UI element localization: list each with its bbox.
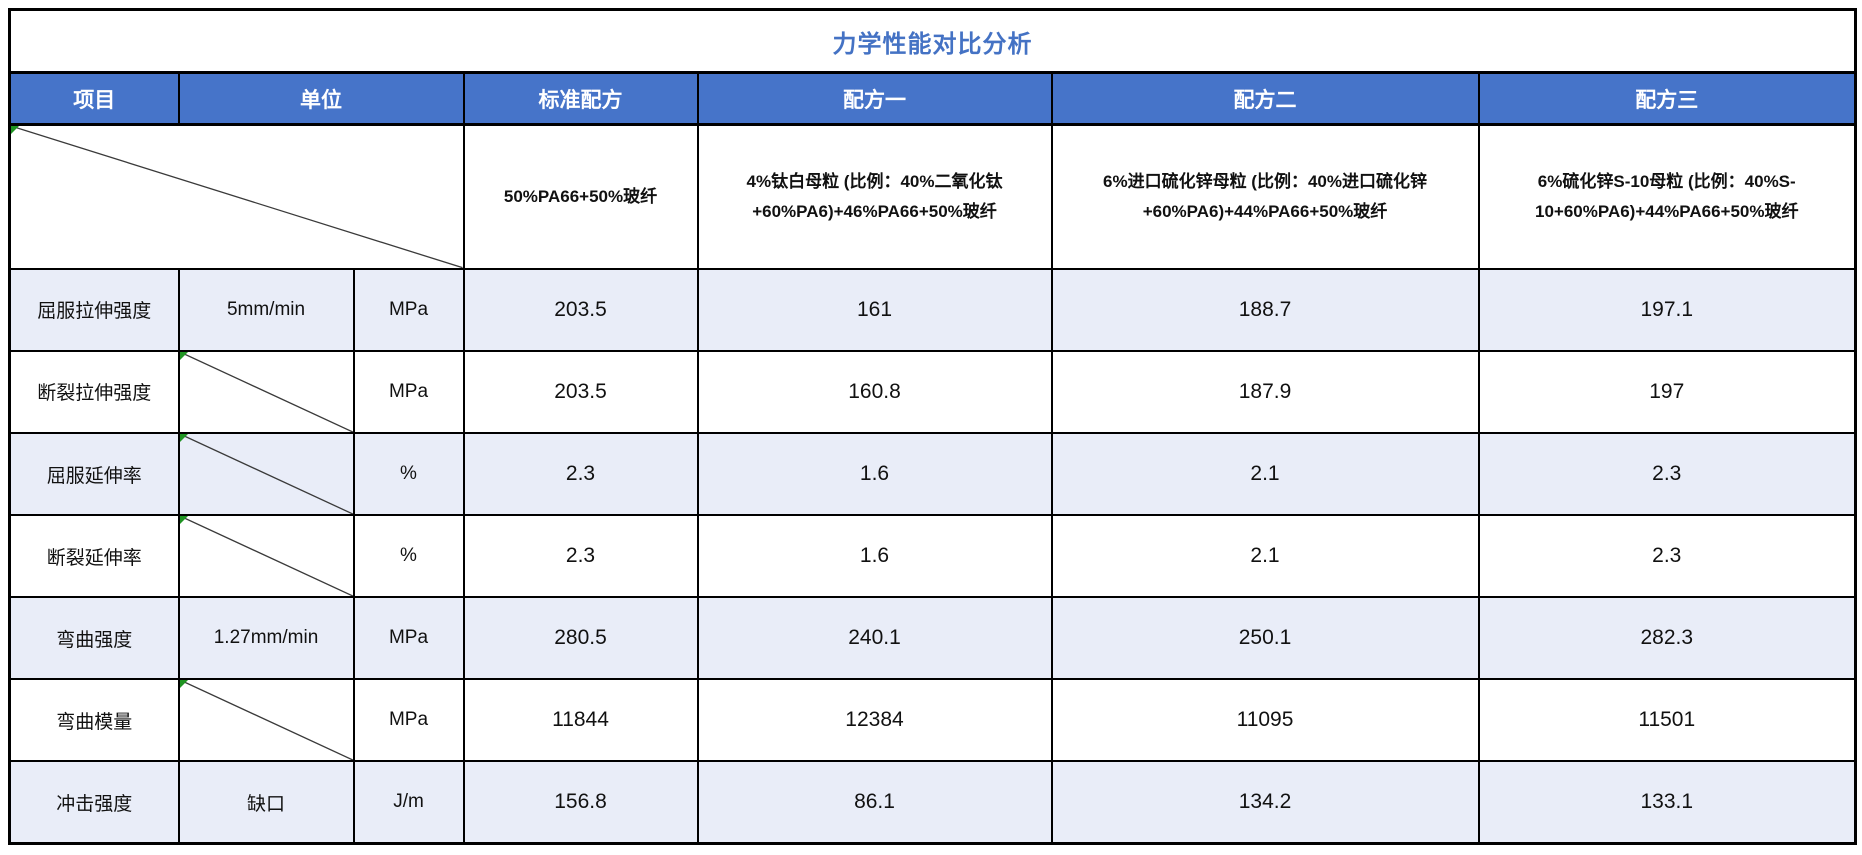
- table-row: 屈服延伸率 % 2.3 1.6 2.1 2.3: [8, 431, 1857, 517]
- value-cell: 280.5: [462, 596, 699, 681]
- table-row: 力学性能对比分析: [8, 8, 1857, 75]
- condition-cell: [177, 678, 355, 763]
- composition-formula-1: 4%钛白母粒 (比例：40%二氧化钛+60%PA6)+46%PA66+50%玻纤: [696, 123, 1053, 270]
- value-cell: 133.1: [1477, 760, 1857, 845]
- row-label: 弯曲模量: [8, 678, 180, 763]
- unit-cell: %: [352, 431, 465, 517]
- spreadsheet-table-area: 力学性能对比分析 项目 单位 标准配方 配方一 配方二 配方三 50%PA66+…: [8, 8, 1857, 845]
- condition-cell: [177, 431, 355, 517]
- value-cell: 187.9: [1050, 349, 1480, 434]
- diagonal-line: [180, 434, 353, 514]
- value-cell: 203.5: [462, 349, 699, 434]
- green-corner-marker: [180, 352, 188, 360]
- value-cell: 12384: [696, 678, 1053, 763]
- value-cell: 160.8: [696, 349, 1053, 434]
- value-cell: 2.3: [1477, 514, 1857, 599]
- value-cell: 156.8: [462, 760, 699, 845]
- value-cell: 197.1: [1477, 267, 1857, 352]
- condition-cell: 1.27mm/min: [177, 596, 355, 681]
- condition-cell: 缺口: [177, 760, 355, 845]
- value-cell: 240.1: [696, 596, 1053, 681]
- value-cell: 2.3: [1477, 431, 1857, 517]
- condition-cell: 5mm/min: [177, 267, 355, 352]
- row-label: 冲击强度: [8, 760, 180, 845]
- value-cell: 2.1: [1050, 514, 1480, 599]
- col-header-unit: 单位: [177, 71, 465, 127]
- value-cell: 282.3: [1477, 596, 1857, 681]
- value-cell: 203.5: [462, 267, 699, 352]
- table-header-row: 项目 单位 标准配方 配方一 配方二 配方三: [8, 71, 1857, 127]
- value-cell: 250.1: [1050, 596, 1480, 681]
- value-cell: 11501: [1477, 678, 1857, 763]
- row-label: 断裂拉伸强度: [8, 349, 180, 434]
- row-label: 弯曲强度: [8, 596, 180, 681]
- col-header-formula-3: 配方三: [1477, 71, 1857, 127]
- table-row: 屈服拉伸强度 5mm/min MPa 203.5 161 188.7 197.1: [8, 267, 1857, 352]
- col-header-formula-1: 配方一: [696, 71, 1053, 127]
- green-corner-marker: [180, 681, 188, 689]
- row-label: 屈服拉伸强度: [8, 267, 180, 352]
- row-label: 屈服延伸率: [8, 431, 180, 517]
- table-row: 断裂延伸率 % 2.3 1.6 2.1 2.3: [8, 514, 1857, 599]
- unit-cell: %: [352, 514, 465, 599]
- green-corner-marker: [180, 434, 188, 442]
- title-cell: 力学性能对比分析: [8, 8, 1857, 75]
- page-title: 力学性能对比分析: [832, 30, 1033, 58]
- composition-standard: 50%PA66+50%玻纤: [462, 123, 699, 270]
- unit-cell: MPa: [352, 596, 465, 681]
- col-header-formula-2: 配方二: [1050, 71, 1480, 127]
- green-corner-marker: [11, 126, 19, 135]
- composition-formula-3: 6%硫化锌S-10母粒 (比例：40%S-10+60%PA6)+44%PA66+…: [1477, 123, 1857, 270]
- col-header-standard-formula: 标准配方: [462, 71, 699, 127]
- value-cell: 2.3: [462, 431, 699, 517]
- value-cell: 197: [1477, 349, 1857, 434]
- diagonal-line: [180, 352, 353, 432]
- value-cell: 2.3: [462, 514, 699, 599]
- value-cell: 86.1: [696, 760, 1053, 845]
- diagonal-line: [11, 126, 463, 268]
- composition-row: 50%PA66+50%玻纤 4%钛白母粒 (比例：40%二氧化钛+60%PA6)…: [8, 123, 1857, 270]
- value-cell: 11095: [1050, 678, 1480, 763]
- table-row: 弯曲模量 MPa 11844 12384 11095 11501: [8, 678, 1857, 763]
- value-cell: 2.1: [1050, 431, 1480, 517]
- unit-cell: MPa: [352, 678, 465, 763]
- green-corner-marker: [180, 517, 188, 525]
- value-cell: 11844: [462, 678, 699, 763]
- table-row: 冲击强度 缺口 J/m 156.8 86.1 134.2 133.1: [8, 760, 1857, 845]
- value-cell: 134.2: [1050, 760, 1480, 845]
- value-cell: 1.6: [696, 431, 1053, 517]
- condition-cell: [177, 514, 355, 599]
- table-row: 弯曲强度 1.27mm/min MPa 280.5 240.1 250.1 28…: [8, 596, 1857, 681]
- value-cell: 161: [696, 267, 1053, 352]
- table-row: 断裂拉伸强度 MPa 203.5 160.8 187.9 197: [8, 349, 1857, 434]
- col-header-item: 项目: [8, 71, 180, 127]
- condition-cell: [177, 349, 355, 434]
- composition-formula-2: 6%进口硫化锌母粒 (比例：40%进口硫化锌+60%PA6)+44%PA66+5…: [1050, 123, 1480, 270]
- mechanical-properties-table: 力学性能对比分析 项目 单位 标准配方 配方一 配方二 配方三 50%PA66+…: [8, 8, 1857, 845]
- item-unit-diagonal-cell: [8, 123, 465, 270]
- unit-cell: J/m: [352, 760, 465, 845]
- diagonal-line: [180, 680, 353, 760]
- row-label: 断裂延伸率: [8, 514, 180, 599]
- unit-cell: MPa: [352, 349, 465, 434]
- value-cell: 1.6: [696, 514, 1053, 599]
- value-cell: 188.7: [1050, 267, 1480, 352]
- unit-cell: MPa: [352, 267, 465, 352]
- diagonal-line: [180, 516, 353, 596]
